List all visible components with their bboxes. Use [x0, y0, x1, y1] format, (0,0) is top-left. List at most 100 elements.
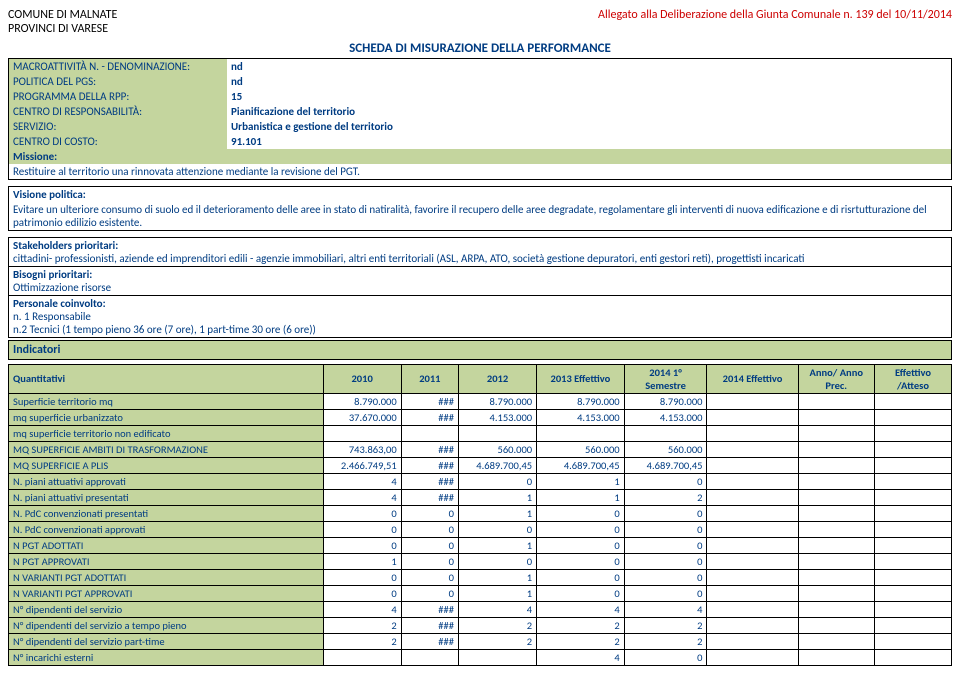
grid-cell — [874, 457, 951, 473]
grid-cell: 0 — [401, 569, 458, 585]
allegato-line: Allegato alla Deliberazione della Giunta… — [598, 8, 952, 37]
grid-rowlabel: N° dipendenti del servizio a tempo pieno — [9, 617, 324, 633]
grid-rowlabel: N° incarichi esterni — [9, 649, 324, 665]
grid-cell: 0 — [401, 505, 458, 521]
grid-cell: 0 — [458, 521, 536, 537]
grid-cell: 4.153.000 — [537, 409, 625, 425]
grid-rowlabel: mq superficie territorio non edificato — [9, 425, 324, 441]
grid-cell — [537, 425, 625, 441]
grid-cell: ### — [401, 489, 458, 505]
grid-cell: 0 — [624, 521, 707, 537]
missione-label: Missione: — [9, 149, 952, 164]
grid-cell: 4 — [458, 601, 536, 617]
grid-cell — [798, 585, 874, 601]
grid-cell — [707, 601, 798, 617]
bisogni-text: Ottimizzazione risorse — [13, 281, 947, 294]
grid-cell — [874, 585, 951, 601]
grid-cell: 560.000 — [537, 441, 625, 457]
grid-cell — [874, 441, 951, 457]
grid-cell: 0 — [624, 585, 707, 601]
grid-cell — [401, 649, 458, 665]
grid-cell: 2 — [458, 633, 536, 649]
grid-cell — [707, 473, 798, 489]
grid-cell — [624, 425, 707, 441]
grid-cell — [798, 617, 874, 633]
grid-cell — [458, 649, 536, 665]
meta-value: 91.101 — [227, 134, 952, 149]
grid-cell: 2 — [624, 617, 707, 633]
grid-cell: ### — [401, 457, 458, 473]
grid-cell — [874, 505, 951, 521]
meta-label: MACROATTIVITÀ N. - DENOMINAZIONE: — [9, 58, 228, 74]
grid-cell: 4.153.000 — [458, 409, 536, 425]
grid-cell — [707, 457, 798, 473]
stake-text: cittadini- professionisti, aziende ed im… — [13, 252, 947, 265]
comune-line1: COMUNE DI MALNATE — [8, 8, 117, 22]
grid-cell — [874, 489, 951, 505]
grid-cell: 1 — [323, 553, 401, 569]
grid-cell: 2 — [537, 617, 625, 633]
grid-cell: 2 — [323, 617, 401, 633]
grid-rowlabel: N° dipendenti del servizio — [9, 601, 324, 617]
grid-cell — [798, 569, 874, 585]
grid-header: 2012 — [458, 364, 536, 393]
meta-value: nd — [227, 58, 952, 74]
grid-cell — [874, 649, 951, 665]
grid-cell — [798, 457, 874, 473]
grid-cell — [707, 425, 798, 441]
grid-cell: 0 — [624, 569, 707, 585]
grid-cell: 0 — [537, 537, 625, 553]
grid-header: 2010 — [323, 364, 401, 393]
grid-cell — [874, 425, 951, 441]
grid-cell: 0 — [537, 553, 625, 569]
grid-cell: 8.790.000 — [624, 393, 707, 409]
grid-cell: 0 — [458, 473, 536, 489]
grid-cell: 8.790.000 — [458, 393, 536, 409]
grid-cell: 560.000 — [624, 441, 707, 457]
grid-cell: 0 — [401, 521, 458, 537]
grid-cell — [798, 633, 874, 649]
grid-cell — [798, 489, 874, 505]
grid-cell — [798, 473, 874, 489]
grid-cell — [323, 425, 401, 441]
grid-cell — [707, 393, 798, 409]
grid-cell: ### — [401, 601, 458, 617]
grid-cell: 8.790.000 — [323, 393, 401, 409]
meta-value: Pianificazione del territorio — [227, 104, 952, 119]
visione-text: Evitare un ulteriore consumo di suolo ed… — [9, 202, 952, 231]
grid-cell: 4.689.700,45 — [458, 457, 536, 473]
personale-label: Personale coinvolto: — [13, 297, 947, 310]
grid-header: 2013 Effettivo — [537, 364, 625, 393]
grid-cell: 4.153.000 — [624, 409, 707, 425]
grid-header: 2014 Effettivo — [707, 364, 798, 393]
grid-cell — [458, 425, 536, 441]
grid-cell: 4 — [323, 473, 401, 489]
grid-header: Effettivo /Atteso — [874, 364, 951, 393]
grid-cell — [874, 393, 951, 409]
meta-table: MACROATTIVITÀ N. - DENOMINAZIONE:ndPOLIT… — [8, 58, 952, 180]
missione-text: Restituire al territorio una rinnovata a… — [9, 164, 952, 180]
grid-cell: 0 — [537, 505, 625, 521]
grid-cell — [707, 409, 798, 425]
grid-cell: 0 — [624, 649, 707, 665]
grid-rowlabel: N. piani attuativi approvati — [9, 473, 324, 489]
grid-rowlabel: MQ SUPERFICIE A PLIS — [9, 457, 324, 473]
grid-cell: 2 — [537, 633, 625, 649]
grid-rowlabel: mq superficie urbanizzato — [9, 409, 324, 425]
meta-value: nd — [227, 74, 952, 89]
grid-cell: 0 — [624, 537, 707, 553]
grid-cell — [707, 441, 798, 457]
grid-cell: 0 — [458, 553, 536, 569]
grid-rowlabel: N PGT ADOTTATI — [9, 537, 324, 553]
grid-rowlabel: N. PdC convenzionati presentati — [9, 505, 324, 521]
grid-cell: 4 — [537, 601, 625, 617]
visione-label: Visione politica: — [13, 188, 86, 201]
grid-rowlabel: MQ SUPERFICIE AMBITI DI TRASFORMAZIONE — [9, 441, 324, 457]
grid-header: 2014 1° Semestre — [624, 364, 707, 393]
grid-cell: 4.689.700,45 — [537, 457, 625, 473]
grid-cell — [707, 569, 798, 585]
data-grid: Quantitativi2010201120122013 Effettivo20… — [8, 364, 952, 666]
grid-cell — [707, 617, 798, 633]
grid-cell: 0 — [624, 505, 707, 521]
grid-header: Anno/ Anno Prec. — [798, 364, 874, 393]
